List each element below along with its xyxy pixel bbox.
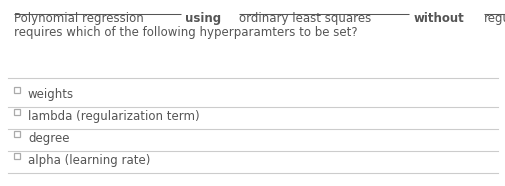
Text: degree: degree: [28, 132, 69, 145]
Text: lambda (regularization term): lambda (regularization term): [28, 110, 199, 123]
Bar: [14, 87, 20, 93]
Text: regularization: regularization: [483, 12, 505, 25]
Bar: [14, 131, 20, 137]
Text: weights: weights: [28, 88, 74, 101]
Text: without: without: [413, 12, 464, 25]
Bar: [14, 109, 20, 115]
Text: requires which of the following hyperparamters to be set?: requires which of the following hyperpar…: [14, 26, 357, 39]
Bar: [14, 153, 20, 159]
Text: Polynomial regression: Polynomial regression: [14, 12, 143, 25]
Text: using: using: [181, 12, 225, 25]
Text: alpha (learning rate): alpha (learning rate): [28, 154, 150, 167]
Text: ordinary least squares: ordinary least squares: [238, 12, 370, 25]
